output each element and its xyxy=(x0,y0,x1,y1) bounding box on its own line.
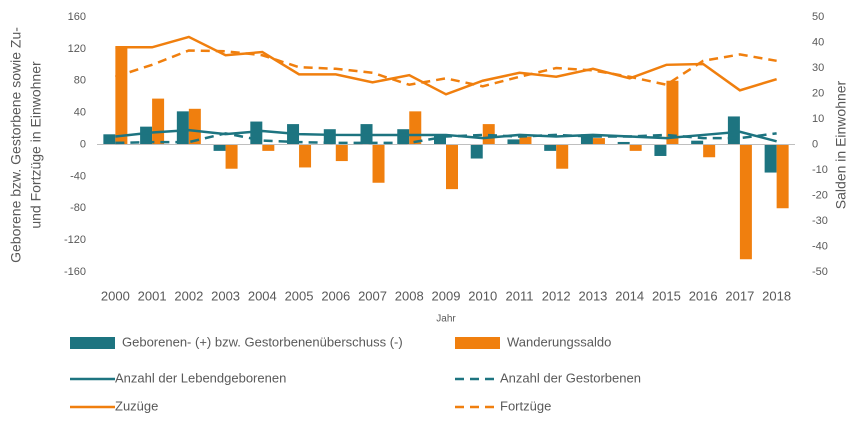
x-tick-label: 2003 xyxy=(211,288,240,303)
x-tick-label: 2017 xyxy=(725,288,754,303)
y2-tick-label: 10 xyxy=(812,113,824,125)
x-tick-label: 2015 xyxy=(652,288,681,303)
bar xyxy=(507,139,520,145)
y2-axis-title: Salden in Einwohner xyxy=(833,80,849,209)
x-tick-label: 2002 xyxy=(174,288,203,303)
bar xyxy=(739,144,752,260)
y-tick-label: 0 xyxy=(80,138,86,150)
bar xyxy=(323,129,336,145)
bar xyxy=(103,134,116,145)
x-tick-label: 2000 xyxy=(101,288,130,303)
y2-tick-label: -10 xyxy=(812,164,828,176)
bar xyxy=(188,108,201,145)
bar xyxy=(176,111,189,145)
y2-tick-label: -50 xyxy=(812,266,828,278)
y2-tick-label: 40 xyxy=(812,36,824,48)
x-tick-label: 2008 xyxy=(395,288,424,303)
x-tick-label: 2012 xyxy=(542,288,571,303)
y-tick-label: 80 xyxy=(74,75,86,87)
x-tick-label: 2013 xyxy=(578,288,607,303)
bar xyxy=(764,144,777,173)
bar xyxy=(703,144,716,158)
legend-label: Anzahl der Lebendgeborenen xyxy=(115,370,286,385)
y-tick-label: -80 xyxy=(70,202,86,214)
bar xyxy=(629,144,642,151)
y-axis-title: Geborene bzw. Gestorbene sowie Zu- xyxy=(8,27,24,263)
y2-tick-label: 50 xyxy=(812,11,824,23)
bar xyxy=(299,144,312,168)
bar xyxy=(580,134,593,145)
bar xyxy=(115,47,128,145)
legend-label: Fortzüge xyxy=(500,398,551,413)
x-tick-label: 2016 xyxy=(689,288,718,303)
y2-tick-label: 30 xyxy=(812,62,824,74)
bar xyxy=(262,144,275,151)
bar xyxy=(691,140,704,145)
y2-tick-label: 0 xyxy=(812,138,818,150)
bar xyxy=(592,138,605,145)
bar xyxy=(213,144,226,151)
bar xyxy=(666,80,679,145)
x-tick-label: 2001 xyxy=(138,288,167,303)
bar xyxy=(544,144,557,151)
y-tick-label: -160 xyxy=(64,266,86,278)
legend-label: Geborenen- (+) bzw. Gestorbenenüberschus… xyxy=(122,334,403,349)
bar xyxy=(519,136,532,145)
x-tick-label: 2014 xyxy=(615,288,644,303)
bar xyxy=(470,144,483,159)
bar xyxy=(727,116,740,145)
x-tick-label: 2007 xyxy=(358,288,387,303)
bar xyxy=(776,144,789,209)
x-tick-label: 2006 xyxy=(321,288,350,303)
y2-tick-label: -20 xyxy=(812,189,828,201)
x-tick-label: 2004 xyxy=(248,288,277,303)
x-tick-label: 2005 xyxy=(285,288,314,303)
bar xyxy=(434,134,446,145)
legend-label: Anzahl der Gestorbenen xyxy=(500,370,641,385)
bar xyxy=(654,144,667,156)
bar xyxy=(372,144,385,183)
legend-swatch xyxy=(70,337,115,349)
line-series xyxy=(115,132,777,145)
bar xyxy=(556,144,569,169)
x-tick-label: 2010 xyxy=(468,288,497,303)
y2-tick-label: -40 xyxy=(812,240,828,252)
legend-label: Wanderungssaldo xyxy=(507,334,611,349)
legend-label: Zuzüge xyxy=(115,398,158,413)
x-tick-label: 2018 xyxy=(762,288,791,303)
bar xyxy=(335,144,348,162)
y-tick-label: 120 xyxy=(68,43,86,55)
x-tick-label: 2011 xyxy=(505,288,533,303)
line-series xyxy=(115,35,777,96)
y2-tick-label: -30 xyxy=(812,215,828,227)
y-tick-label: -40 xyxy=(70,170,86,182)
bar xyxy=(617,141,630,145)
bar xyxy=(409,111,422,145)
bar xyxy=(140,126,153,145)
bar xyxy=(225,144,238,169)
bar xyxy=(152,98,165,145)
bar xyxy=(397,129,410,145)
y2-tick-label: 20 xyxy=(812,87,824,99)
y-tick-label: 160 xyxy=(68,11,86,23)
x-tick-label: 2009 xyxy=(432,288,461,303)
legend-swatch xyxy=(455,337,500,349)
y-tick-label: 40 xyxy=(74,107,86,119)
y-axis-title: und Fortzüge in Einwohner xyxy=(28,61,44,229)
bar xyxy=(446,144,458,190)
x-axis-title: Jahr xyxy=(436,314,456,325)
y-tick-label: -120 xyxy=(64,234,86,246)
